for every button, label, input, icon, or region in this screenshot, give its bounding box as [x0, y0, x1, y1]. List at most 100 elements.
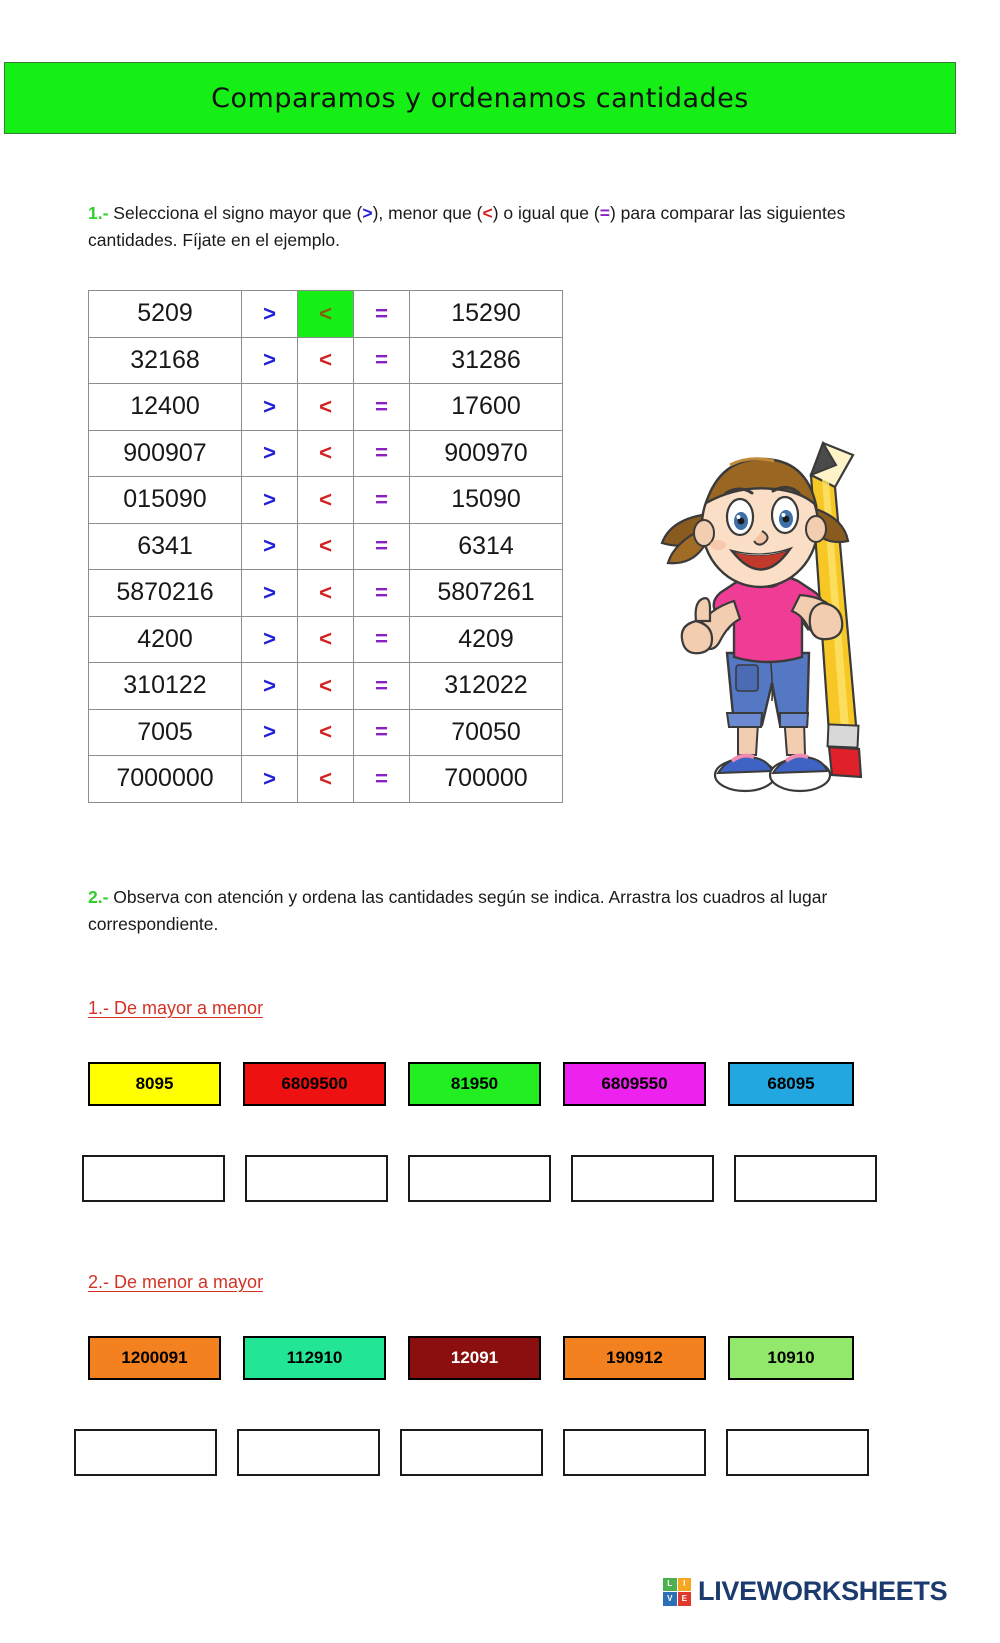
draggable-chip[interactable]: 112910: [243, 1336, 386, 1380]
page-title: Comparamos y ordenamos cantidades: [211, 82, 749, 114]
comparison-left-number: 900907: [88, 429, 242, 477]
comparison-left-number: 015090: [88, 476, 242, 524]
comparison-left-number: 12400: [88, 383, 242, 431]
draggable-chip[interactable]: 68095: [728, 1062, 854, 1106]
operator-option-eq[interactable]: =: [353, 755, 410, 803]
instruction-2-text: Observa con atención y ordena las cantid…: [88, 887, 828, 934]
operator-option-eq[interactable]: =: [353, 336, 410, 384]
operator-option-eq[interactable]: =: [353, 522, 410, 570]
comparison-row: 900907 > < = 900970: [88, 429, 563, 477]
title-banner: Comparamos y ordenamos cantidades: [4, 62, 956, 134]
instruction-1-text-c: ) o igual que (: [492, 203, 600, 223]
operator-option-eq[interactable]: =: [353, 708, 410, 756]
operator-option-gt[interactable]: >: [241, 383, 298, 431]
instruction-1: 1.- Selecciona el signo mayor que (>), m…: [88, 200, 878, 253]
comparison-right-number: 31286: [409, 336, 563, 384]
logo-cell-e: E: [677, 1592, 691, 1606]
comparison-right-number: 700000: [409, 755, 563, 803]
instruction-2: 2.- Observa con atención y ordena las ca…: [88, 884, 878, 937]
draggable-chip[interactable]: 1200091: [88, 1336, 221, 1380]
operator-option-eq[interactable]: =: [353, 290, 410, 338]
liveworksheets-logo: L I V E LIVEWORKSHEETS: [663, 1576, 948, 1607]
operator-option-lt[interactable]: <: [297, 383, 354, 431]
cartoon-girl-with-pencil-illustration: [610, 425, 910, 815]
comparison-right-number: 17600: [409, 383, 563, 431]
comparison-row: 12400 > < = 17600: [88, 383, 563, 431]
comparison-right-number: 900970: [409, 429, 563, 477]
arms: [680, 593, 844, 655]
draggable-chip[interactable]: 6809500: [243, 1062, 386, 1106]
operator-option-eq[interactable]: =: [353, 429, 410, 477]
exercise-1-chip-row: 8095 6809500 81950 6809550 68095: [88, 1062, 888, 1106]
operator-option-gt[interactable]: >: [241, 662, 298, 710]
drop-target-box[interactable]: [400, 1429, 543, 1476]
drop-target-box[interactable]: [237, 1429, 380, 1476]
draggable-chip[interactable]: 190912: [563, 1336, 706, 1380]
comparison-table-body: 5209 > < = 15290 32168 > < = 31286 12400 > < = 17600 90…: [88, 290, 563, 803]
comparison-row: 5209 > < = 15290: [88, 290, 563, 338]
drop-target-box[interactable]: [408, 1155, 551, 1202]
operator-option-lt[interactable]: <: [297, 755, 354, 803]
comparison-left-number: 7000000: [88, 755, 242, 803]
operator-option-eq[interactable]: =: [353, 383, 410, 431]
operator-option-gt[interactable]: >: [241, 476, 298, 524]
girl-pencil-svg: [660, 440, 863, 793]
exercise-1-drop-row: [82, 1155, 877, 1202]
drop-target-box[interactable]: [563, 1429, 706, 1476]
instruction-1-symbol-gt: >: [362, 203, 373, 223]
comparison-right-number: 70050: [409, 708, 563, 756]
instruction-1-number: 1.-: [88, 203, 109, 223]
operator-option-lt[interactable]: <: [297, 336, 354, 384]
logo-cell-l: L: [663, 1577, 677, 1591]
operator-option-eq[interactable]: =: [353, 476, 410, 524]
operator-option-gt[interactable]: >: [241, 569, 298, 617]
operator-option-gt[interactable]: >: [241, 615, 298, 663]
comparison-left-number: 4200: [88, 615, 242, 663]
operator-option-lt[interactable]: <: [297, 615, 354, 663]
comparison-left-number: 5870216: [88, 569, 242, 617]
drop-target-box[interactable]: [726, 1429, 869, 1476]
comparison-row: 7000000 > < = 700000: [88, 755, 563, 803]
draggable-chip[interactable]: 10910: [728, 1336, 854, 1380]
operator-option-gt[interactable]: >: [241, 336, 298, 384]
operator-option-lt[interactable]: <: [297, 522, 354, 570]
drop-target-box[interactable]: [734, 1155, 877, 1202]
draggable-chip[interactable]: 12091: [408, 1336, 541, 1380]
operator-option-gt[interactable]: >: [241, 708, 298, 756]
operator-option-lt[interactable]: <: [297, 290, 354, 338]
drop-target-box[interactable]: [74, 1429, 217, 1476]
drop-target-box[interactable]: [571, 1155, 714, 1202]
comparison-left-number: 6341: [88, 522, 242, 570]
operator-option-gt[interactable]: >: [241, 429, 298, 477]
draggable-chip[interactable]: 8095: [88, 1062, 221, 1106]
head: [693, 457, 827, 589]
comparison-row: 32168 > < = 31286: [88, 336, 563, 384]
operator-option-lt[interactable]: <: [297, 476, 354, 524]
instruction-1-text-d: ) para comparar las siguientes cantidade…: [88, 203, 846, 250]
operator-option-gt[interactable]: >: [241, 522, 298, 570]
instruction-1-symbol-eq: =: [599, 203, 610, 223]
draggable-chip[interactable]: 6809550: [563, 1062, 706, 1106]
comparison-left-number: 32168: [88, 336, 242, 384]
operator-option-lt[interactable]: <: [297, 569, 354, 617]
comparison-row: 6341 > < = 6314: [88, 522, 563, 570]
instruction-1-text-a: Selecciona el signo mayor que (: [108, 203, 363, 223]
operator-option-eq[interactable]: =: [353, 662, 410, 710]
liveworksheets-logo-text: LIVEWORKSHEETS: [698, 1576, 948, 1606]
drop-target-box[interactable]: [245, 1155, 388, 1202]
draggable-chip[interactable]: 81950: [408, 1062, 541, 1106]
comparison-right-number: 15290: [409, 290, 563, 338]
operator-option-eq[interactable]: =: [353, 615, 410, 663]
comparison-left-number: 310122: [88, 662, 242, 710]
operator-option-eq[interactable]: =: [353, 569, 410, 617]
operator-option-gt[interactable]: >: [241, 290, 298, 338]
operator-option-gt[interactable]: >: [241, 755, 298, 803]
operator-option-lt[interactable]: <: [297, 429, 354, 477]
operator-option-lt[interactable]: <: [297, 708, 354, 756]
comparison-right-number: 6314: [409, 522, 563, 570]
jeans: [725, 651, 811, 728]
operator-option-lt[interactable]: <: [297, 662, 354, 710]
drop-target-box[interactable]: [82, 1155, 225, 1202]
comparison-left-number: 7005: [88, 708, 242, 756]
liveworksheets-logo-icon: L I V E: [663, 1577, 691, 1606]
